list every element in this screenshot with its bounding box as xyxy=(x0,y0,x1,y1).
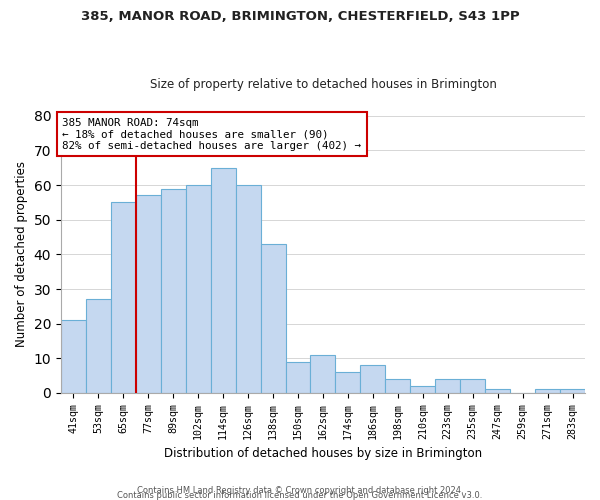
Bar xyxy=(361,365,385,393)
Bar xyxy=(560,390,585,393)
Bar xyxy=(335,372,361,393)
Bar xyxy=(286,362,310,393)
Bar xyxy=(310,355,335,393)
Text: Contains HM Land Registry data © Crown copyright and database right 2024.: Contains HM Land Registry data © Crown c… xyxy=(137,486,463,495)
Bar xyxy=(435,379,460,393)
Bar xyxy=(535,390,560,393)
Bar xyxy=(385,379,410,393)
Bar xyxy=(86,300,111,393)
Y-axis label: Number of detached properties: Number of detached properties xyxy=(15,162,28,348)
Bar xyxy=(460,379,485,393)
Title: Size of property relative to detached houses in Brimington: Size of property relative to detached ho… xyxy=(149,78,496,91)
Bar xyxy=(485,390,510,393)
Bar xyxy=(136,196,161,393)
Bar xyxy=(211,168,236,393)
Bar xyxy=(410,386,435,393)
Bar xyxy=(185,185,211,393)
Text: 385, MANOR ROAD, BRIMINGTON, CHESTERFIELD, S43 1PP: 385, MANOR ROAD, BRIMINGTON, CHESTERFIEL… xyxy=(80,10,520,23)
Text: 385 MANOR ROAD: 74sqm
← 18% of detached houses are smaller (90)
82% of semi-deta: 385 MANOR ROAD: 74sqm ← 18% of detached … xyxy=(62,118,361,150)
Bar xyxy=(260,244,286,393)
X-axis label: Distribution of detached houses by size in Brimington: Distribution of detached houses by size … xyxy=(164,447,482,460)
Bar xyxy=(61,320,86,393)
Bar xyxy=(161,188,185,393)
Bar xyxy=(236,185,260,393)
Text: Contains public sector information licensed under the Open Government Licence v3: Contains public sector information licen… xyxy=(118,490,482,500)
Bar xyxy=(111,202,136,393)
